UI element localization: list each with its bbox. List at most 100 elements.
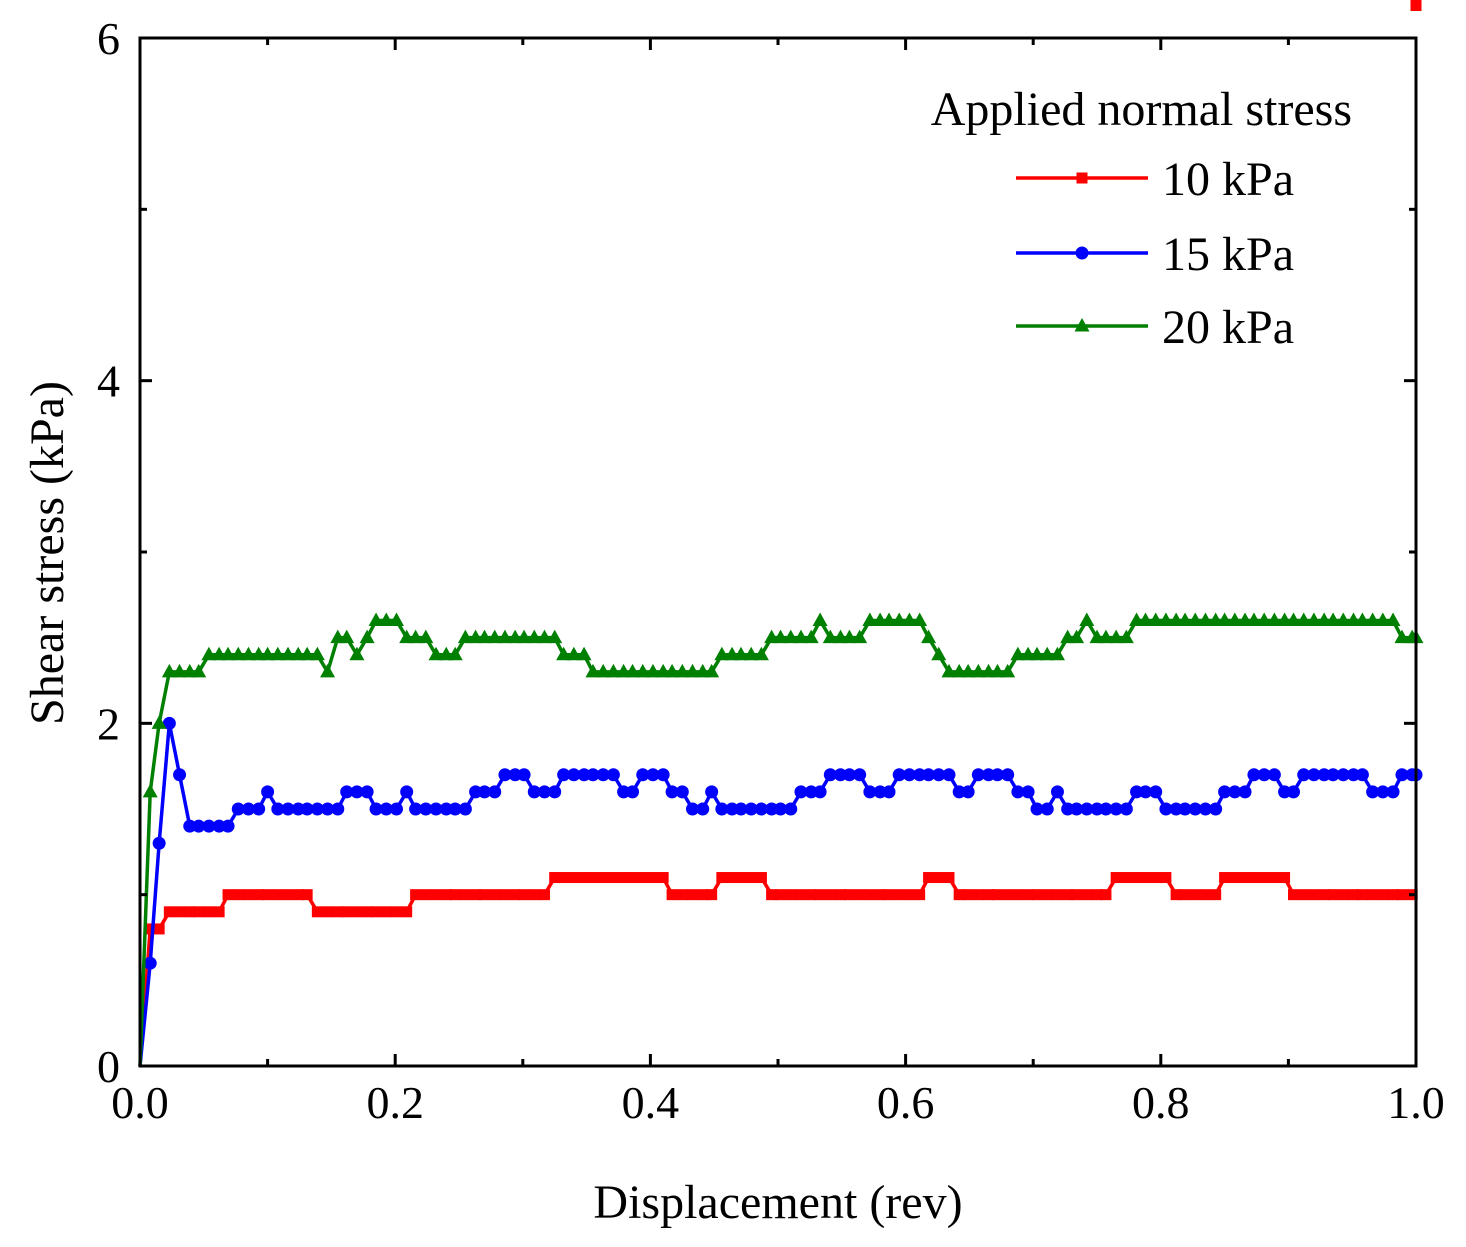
data-point bbox=[1336, 768, 1350, 782]
data-point bbox=[716, 872, 728, 884]
data-point bbox=[874, 889, 886, 901]
data-point bbox=[487, 629, 503, 644]
data-point bbox=[933, 872, 945, 884]
data-point bbox=[1238, 785, 1252, 799]
data-point bbox=[636, 768, 650, 782]
data-point bbox=[1288, 889, 1300, 901]
data-point bbox=[972, 889, 984, 901]
data-point bbox=[144, 923, 156, 935]
data-point bbox=[665, 785, 679, 799]
data-point bbox=[429, 802, 443, 816]
data-point bbox=[1011, 785, 1025, 799]
data-point bbox=[1387, 889, 1399, 901]
data-point bbox=[635, 663, 651, 678]
data-point bbox=[960, 663, 976, 678]
data-point bbox=[941, 663, 957, 678]
data-point bbox=[1279, 872, 1291, 884]
data-point bbox=[557, 768, 571, 782]
data-point bbox=[823, 768, 837, 782]
data-point bbox=[1080, 802, 1094, 816]
y-tick-label: 2 bbox=[97, 698, 120, 749]
data-point bbox=[1394, 629, 1410, 644]
data-point bbox=[322, 906, 334, 918]
data-point bbox=[753, 646, 769, 661]
data-point bbox=[943, 872, 955, 884]
data-point bbox=[687, 889, 699, 901]
data-point bbox=[824, 889, 836, 901]
data-point bbox=[1385, 612, 1401, 627]
data-point bbox=[971, 768, 985, 782]
data-point bbox=[191, 663, 207, 678]
data-point bbox=[556, 646, 572, 661]
data-point bbox=[1327, 889, 1339, 901]
data-point bbox=[617, 785, 631, 799]
data-point bbox=[921, 629, 937, 644]
data-point bbox=[902, 768, 916, 782]
x-tick-label: 0.8 bbox=[1132, 1077, 1190, 1128]
data-point bbox=[1246, 612, 1262, 627]
data-point bbox=[359, 629, 375, 644]
data-point bbox=[1179, 889, 1191, 901]
data-point bbox=[595, 663, 611, 678]
data-point bbox=[558, 872, 570, 884]
data-point bbox=[1297, 768, 1311, 782]
data-point bbox=[457, 629, 473, 644]
data-point bbox=[321, 802, 335, 816]
data-point bbox=[479, 889, 491, 901]
data-point bbox=[379, 802, 393, 816]
data-point bbox=[1256, 612, 1272, 627]
data-point bbox=[537, 785, 551, 799]
data-point bbox=[1335, 612, 1351, 627]
data-point bbox=[527, 785, 541, 799]
data-point bbox=[697, 889, 709, 901]
data-point bbox=[1021, 785, 1035, 799]
data-point bbox=[576, 646, 592, 661]
data-point bbox=[873, 785, 887, 799]
data-point bbox=[410, 889, 422, 901]
data-point bbox=[666, 889, 678, 901]
data-point bbox=[725, 802, 739, 816]
data-point bbox=[813, 785, 827, 799]
data-point bbox=[625, 663, 641, 678]
data-point bbox=[349, 646, 365, 661]
data-point bbox=[1258, 872, 1270, 884]
data-point bbox=[1001, 768, 1015, 782]
data-point bbox=[193, 906, 205, 918]
data-point bbox=[755, 872, 767, 884]
data-point bbox=[1239, 872, 1251, 884]
data-point bbox=[605, 663, 621, 678]
data-point bbox=[282, 889, 294, 901]
legend: Applied normal stress 10 kPa 15 kPa 20 kPa bbox=[931, 83, 1352, 354]
data-point bbox=[1366, 785, 1380, 799]
data-point bbox=[862, 612, 878, 627]
data-point bbox=[685, 663, 701, 678]
data-point bbox=[843, 889, 855, 901]
data-point bbox=[163, 906, 175, 918]
data-point bbox=[499, 889, 511, 901]
data-point bbox=[597, 872, 609, 884]
legend-label: 20 kPa bbox=[1162, 301, 1294, 354]
data-point bbox=[222, 889, 234, 901]
data-point bbox=[232, 889, 244, 901]
data-point bbox=[1377, 889, 1389, 901]
data-point bbox=[509, 889, 521, 901]
data-point bbox=[1029, 646, 1045, 661]
data-point bbox=[370, 906, 382, 918]
data-point bbox=[1138, 785, 1152, 799]
data-point bbox=[1079, 612, 1095, 627]
y-tick-label: 4 bbox=[97, 356, 120, 407]
data-point bbox=[586, 768, 600, 782]
data-point bbox=[1090, 802, 1104, 816]
data-point bbox=[744, 802, 758, 816]
data-point bbox=[983, 889, 995, 901]
data-point bbox=[1229, 872, 1241, 884]
data-point bbox=[291, 802, 305, 816]
data-point bbox=[1149, 785, 1163, 799]
data-point bbox=[1354, 612, 1370, 627]
data-point bbox=[743, 646, 759, 661]
data-point bbox=[922, 768, 936, 782]
data-point bbox=[241, 802, 255, 816]
data-point bbox=[1081, 889, 1093, 901]
data-point bbox=[754, 802, 768, 816]
data-point bbox=[676, 889, 688, 901]
